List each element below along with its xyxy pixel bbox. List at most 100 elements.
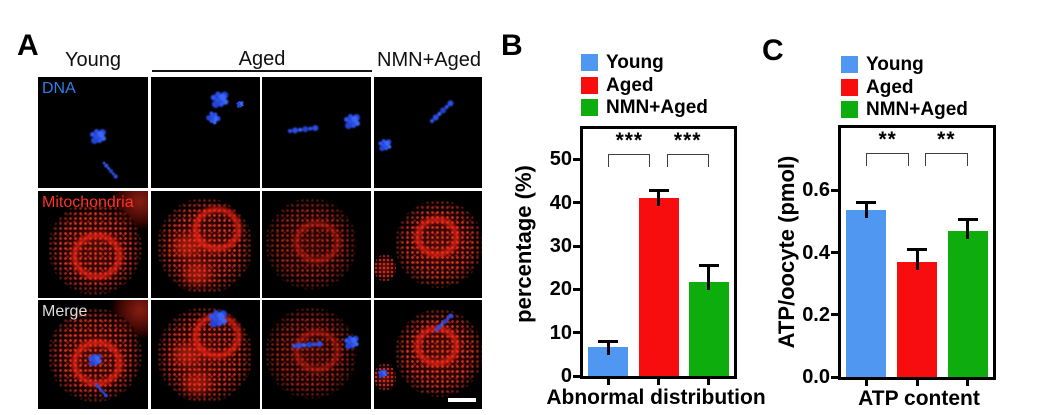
y-tick-label: 0.2 [802, 303, 830, 326]
micrograph-mito-young: Mitochondria [38, 190, 148, 298]
y-tick-label: 10 [549, 321, 572, 344]
micrograph-merge-aged-1 [150, 300, 260, 409]
y-tick [573, 374, 580, 378]
legend-swatch-nmn-aged [841, 101, 858, 118]
mito-ring [72, 340, 122, 386]
channel-label-dna: DNA [42, 80, 76, 97]
y-tick-label: 0.0 [802, 366, 830, 388]
micrograph-mito-aged-1 [150, 190, 260, 298]
column-header-aged: Aged [152, 49, 372, 72]
error-bar [864, 202, 868, 219]
mito-ring [294, 220, 340, 263]
dna-signal [344, 338, 349, 343]
column-header-nmn-aged: NMN+Aged [377, 49, 481, 71]
legend-c: Young Aged NMN+Aged [841, 55, 968, 124]
panel-b-label: B [501, 29, 523, 62]
error-cap [907, 247, 927, 251]
error-bar [606, 341, 610, 355]
channel-label-mitochondria: Mitochondria [42, 193, 134, 211]
chart-atp-content: 0.0 0.2 0.4 0.6 ** ** [802, 125, 996, 388]
legend-swatch-nmn-aged [581, 99, 598, 116]
legend-label-aged: Aged [866, 76, 914, 98]
legend-swatch-young [841, 56, 858, 73]
significance-stars: ** [878, 128, 897, 151]
dna-signal [378, 141, 382, 146]
y-tick-label: 40 [549, 191, 572, 214]
micrograph-dna-nmn-aged [373, 77, 482, 188]
mito-ring [192, 314, 241, 358]
dna-signal [428, 118, 435, 124]
micrograph-merge-nmn-aged [373, 300, 482, 409]
x-tick [606, 379, 610, 385]
legend-b: Young Aged NMN+Aged [581, 52, 708, 122]
micrograph-merge-young: Merge [38, 300, 148, 409]
scale-bar [447, 398, 476, 402]
mito-ring [414, 216, 459, 257]
error-cap [957, 217, 978, 221]
significance-bracket [608, 154, 651, 167]
mitochondria-signal [172, 234, 201, 257]
legend-label-young: Young [606, 52, 664, 73]
bar-aged [638, 198, 679, 376]
micrograph-dna-aged-1 [150, 77, 260, 188]
x-tick [657, 379, 660, 385]
column-header-young: Young [65, 49, 121, 71]
y-tick-label: 0.6 [802, 179, 830, 202]
legend-item-nmn-aged: NMN+Aged [841, 99, 968, 120]
y-tick-label: 30 [549, 235, 572, 257]
legend-label-nmn-aged: NMN+Aged [606, 97, 708, 118]
dna-signal [287, 128, 293, 134]
y-tick [831, 251, 838, 254]
x-tick [864, 380, 868, 386]
bar-aged [897, 261, 937, 377]
mito-ring [294, 330, 340, 372]
legend-swatch-aged [841, 78, 858, 96]
y-axis-label-b: percentage (%) [511, 165, 536, 323]
mito-ring [414, 326, 459, 366]
y-tick [831, 375, 838, 379]
error-cap [698, 264, 719, 268]
dna-signal [208, 313, 214, 320]
significance-stars: *** [673, 129, 702, 152]
error-cap [856, 201, 877, 205]
y-tick-label: 0.4 [802, 241, 830, 264]
dna-signal [344, 117, 349, 122]
bar-nmn-aged [947, 231, 988, 377]
micrograph-grid: DNA Mitochondria [38, 77, 482, 409]
error-bar [966, 218, 970, 240]
y-tick [573, 331, 580, 335]
legend-item-young: Young [841, 55, 968, 74]
x-tick [915, 380, 919, 386]
significance-bracket [666, 154, 709, 167]
x-axis-label-b: Abnormal distribution [546, 386, 766, 409]
micrograph-dna-young: DNA [38, 77, 148, 188]
polar-body [373, 253, 396, 282]
micrograph-mito-aged-2 [262, 190, 371, 298]
legend-label-aged: Aged [606, 74, 654, 96]
dna-signal [377, 371, 381, 374]
error-cap [648, 188, 669, 192]
dna-signal [235, 102, 239, 105]
polar-body [373, 363, 396, 391]
error-cap [598, 340, 619, 344]
legend-label-nmn-aged: NMN+Aged [866, 99, 968, 120]
y-tick [573, 244, 580, 248]
legend-swatch-aged [581, 76, 598, 94]
panel-a-label: A [17, 29, 39, 62]
mito-ring [72, 232, 122, 279]
dna-signal [90, 132, 95, 137]
dna-signal [102, 161, 106, 165]
y-tick [573, 157, 580, 161]
y-tick-label: 50 [549, 148, 572, 171]
error-bar [657, 189, 660, 207]
x-tick [966, 380, 970, 386]
legend-item-young: Young [581, 52, 708, 73]
y-tick-label: 0 [560, 365, 572, 387]
legend-item-nmn-aged: NMN+Aged [581, 97, 708, 118]
legend-item-aged: Aged [841, 76, 968, 98]
mitochondria-signal [182, 262, 211, 285]
y-axis-label-c: ATP/oocyte (pmol) [774, 155, 799, 349]
legend-item-aged: Aged [581, 74, 708, 96]
error-bar [707, 265, 711, 290]
